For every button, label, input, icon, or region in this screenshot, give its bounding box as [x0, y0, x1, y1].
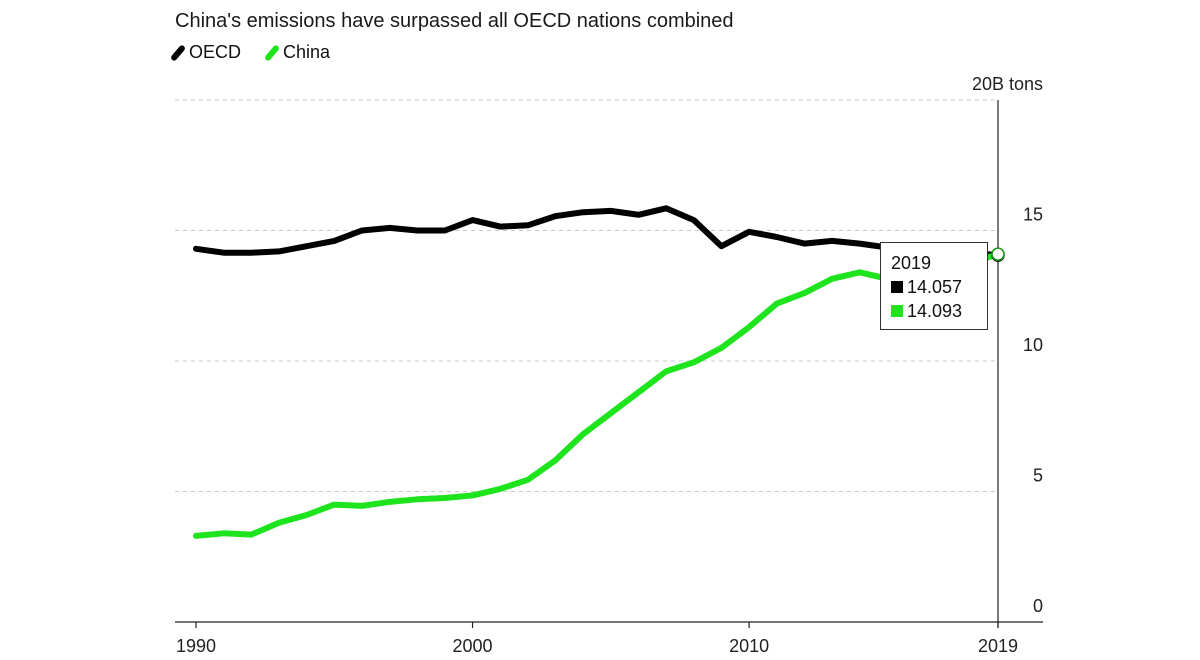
legend-label-china: China — [283, 42, 331, 62]
x-tick-label-2010: 2010 — [729, 636, 769, 656]
x-tick-label-2019: 2019 — [978, 636, 1018, 656]
tooltip-swatch-oecd — [891, 281, 903, 293]
series-line-china — [193, 251, 1001, 539]
tooltip-year: 2019 — [891, 253, 932, 273]
chart-title: China's emissions have surpassed all OEC… — [175, 10, 734, 32]
y-tick-label-5: 5 — [1033, 466, 1043, 486]
tooltip-row-oecd: 14.057 — [891, 275, 977, 299]
y-tick-label-10: 10 — [1023, 335, 1043, 355]
y-tick-label-15: 15 — [1023, 205, 1043, 225]
legend-item-china: China — [263, 42, 331, 63]
x-tick-label-1990: 1990 — [176, 636, 216, 656]
hover-tooltip: 2019 14.057 14.093 — [880, 242, 988, 330]
legend-label-oecd: OECD — [189, 42, 242, 62]
tooltip-value-oecd: 14.057 — [907, 277, 963, 297]
end-marker-china — [991, 247, 1005, 261]
tooltip-swatch-china — [891, 305, 903, 317]
x-tick-label-2000: 2000 — [453, 636, 493, 656]
series-line-oecd — [193, 205, 1001, 259]
legend-item-oecd: OECD — [169, 42, 242, 63]
y-tick-label-20: 20B tons — [972, 74, 1043, 94]
tooltip-value-china: 14.093 — [907, 301, 963, 321]
y-tick-label-0: 0 — [1033, 596, 1043, 616]
tooltip-row-china: 14.093 — [891, 299, 977, 323]
legend: OECD China — [169, 42, 331, 63]
